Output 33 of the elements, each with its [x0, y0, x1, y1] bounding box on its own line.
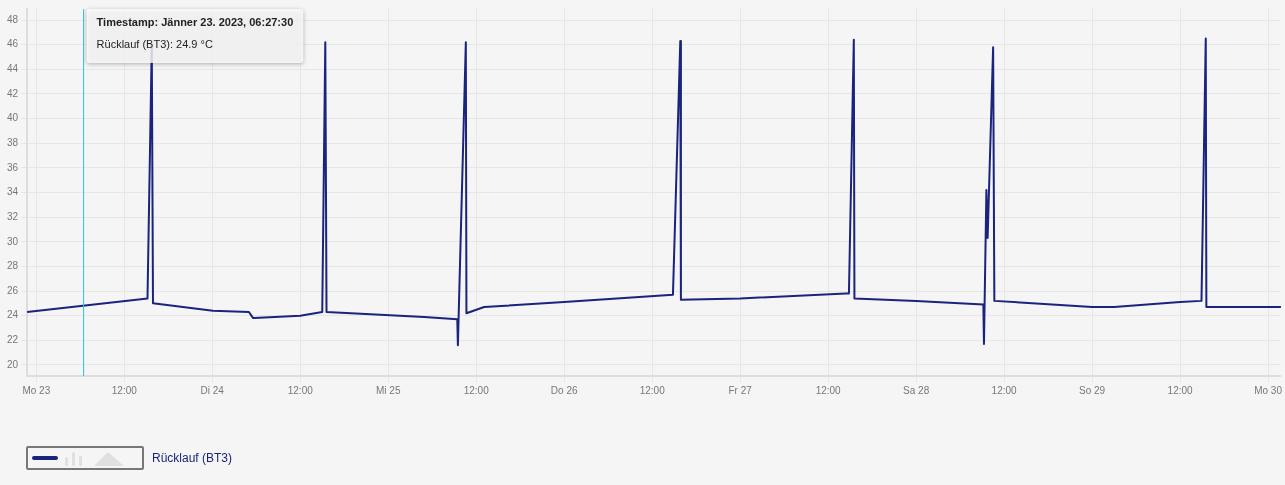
x-tick-label: 12:00: [639, 384, 666, 396]
text: Rücklauf (BT3): [152, 451, 233, 465]
y-tick-label: 36: [7, 161, 19, 173]
x-tick-label: Fr 27: [728, 384, 753, 396]
x-tick-label: 12:00: [111, 384, 138, 396]
y-tick-label: 48: [7, 13, 19, 25]
x-tick-label: 12:00: [991, 384, 1018, 396]
x-tick-label: Di 24: [200, 384, 225, 396]
y-tick-label: 46: [7, 38, 19, 50]
annotation: Timestamp: Jänner 23. 2023, 06:27:30: [96, 16, 294, 29]
y-tick-label: 32: [7, 210, 19, 222]
x-tick-label: 12:00: [287, 384, 314, 396]
x-tick-label: Do 26: [550, 384, 578, 396]
x-tick-label: Mo 23: [22, 384, 51, 396]
y-tick-label: 22: [7, 334, 19, 346]
x-tick-label: So 29: [1079, 384, 1106, 396]
x-tick-label: Mo 30: [1254, 384, 1283, 396]
y-tick-label: 44: [7, 63, 19, 75]
y-tick-label: 26: [7, 284, 19, 296]
x-tick-label: 12:00: [463, 384, 490, 396]
y-tick-label: 24: [7, 309, 19, 321]
x-tick-label: Mi 25: [376, 384, 401, 396]
y-tick-label: 40: [7, 112, 19, 124]
y-tick-label: 38: [7, 136, 19, 148]
y-tick-label: 20: [7, 358, 19, 370]
x-tick-label: 12:00: [815, 384, 842, 396]
x-tick-label: 12:00: [1167, 384, 1194, 396]
y-tick-label: 28: [7, 260, 19, 272]
y-tick-label: 42: [7, 87, 19, 99]
y-tick-label: 30: [7, 235, 19, 247]
y-tick-label: 34: [7, 186, 19, 198]
x-tick-label: Sa 28: [903, 384, 930, 396]
annotation: Rücklauf (BT3): 24.9 °C: [96, 38, 213, 51]
